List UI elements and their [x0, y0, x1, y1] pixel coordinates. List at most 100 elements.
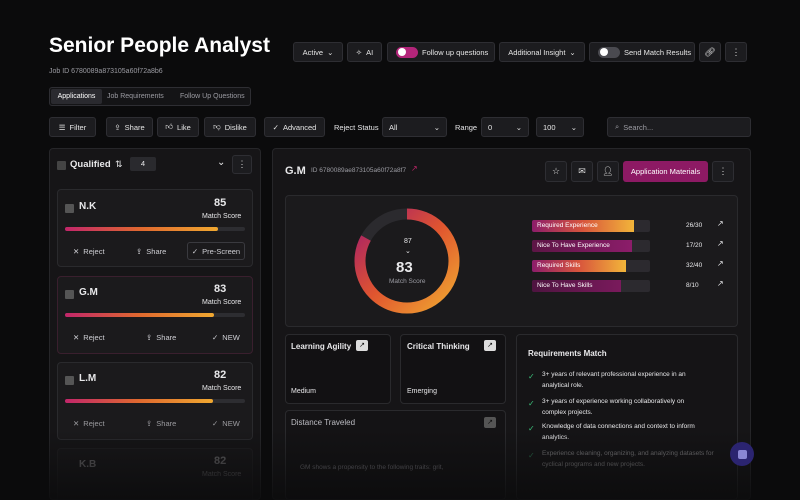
expand-icon[interactable]: ↗: [484, 340, 496, 351]
candidate-checkbox[interactable]: [65, 204, 74, 213]
thumbs-up-icon: 👍︎: [165, 122, 174, 131]
advanced-button[interactable]: ✓ Advanced: [264, 117, 325, 137]
share-button[interactable]: ⇪ Share: [146, 419, 176, 428]
chat-icon: [737, 449, 747, 459]
reject-button[interactable]: ✕ Reject: [73, 419, 105, 428]
send-match-toggle[interactable]: Send Match Results: [589, 42, 695, 62]
skill-label: Required Skills: [537, 262, 581, 269]
detail-menu-icon[interactable]: ⋮: [712, 161, 734, 182]
tab-follow-up-questions[interactable]: Follow Up Questions: [180, 93, 245, 100]
external-link-icon[interactable]: ↗: [717, 259, 724, 268]
chevron-down-icon[interactable]: ⌄: [217, 157, 226, 168]
select-all-checkbox[interactable]: [57, 161, 66, 170]
external-link-icon[interactable]: ↗: [717, 279, 724, 288]
chevron-down-icon: ⌄: [570, 122, 577, 132]
skill-label: Nice To Have Skills: [537, 282, 593, 289]
match-score-label: Match Score: [202, 385, 242, 392]
expand-icon[interactable]: ↗: [484, 417, 496, 428]
skill-bar: Required Experience: [532, 220, 650, 232]
new-label: NEW: [222, 419, 240, 428]
list-title: Qualified: [70, 159, 111, 170]
external-link-icon[interactable]: ↗: [717, 219, 724, 228]
check-circle-icon: ✓: [528, 424, 535, 433]
skill-bar: Nice To Have Skills: [532, 280, 650, 292]
new-label: NEW: [222, 333, 240, 342]
share-button[interactable]: ⇪ Share: [106, 117, 153, 137]
trait-card[interactable]: [285, 334, 391, 404]
sort-icon[interactable]: ⇅: [115, 159, 123, 169]
follow-up-toggle[interactable]: Follow up questions: [387, 42, 495, 62]
requirement-item: 3+ years of experience working collabora…: [542, 398, 685, 416]
pre-screen-button[interactable]: ✓ Pre-Screen: [187, 242, 245, 260]
trait-card[interactable]: [400, 334, 506, 404]
search-icon: ⌕: [615, 122, 620, 131]
dislike-button[interactable]: 👎︎ Dislike: [204, 117, 256, 137]
chat-widget-button[interactable]: [730, 442, 754, 466]
expand-icon[interactable]: ↗: [356, 340, 368, 351]
tab-job-requirements[interactable]: Job Requirements: [107, 93, 164, 100]
mail-icon[interactable]: ✉: [571, 161, 593, 182]
requirement-item: Experience cleaning, organizing, and ana…: [542, 450, 714, 468]
chevron-down-icon: ⌄: [327, 47, 334, 57]
follow-up-label: Follow up questions: [422, 47, 489, 57]
requirement-item: 3+ years of relevant professional experi…: [542, 371, 686, 389]
new-status-button[interactable]: ✓ NEW: [212, 419, 240, 428]
candidate-name: L.M: [79, 373, 97, 384]
list-menu-icon[interactable]: ⋮: [232, 155, 252, 174]
reject-status-label: Reject Status: [334, 123, 379, 132]
skill-bar-fill: [532, 220, 635, 232]
toggle-switch[interactable]: [598, 46, 620, 58]
reject-status-select[interactable]: All ⌄: [382, 117, 447, 137]
more-menu-icon[interactable]: ⋮: [725, 42, 747, 62]
reject-button[interactable]: ✕ Reject: [73, 333, 105, 342]
range-min-select[interactable]: 0 ⌄: [481, 117, 529, 137]
share-button[interactable]: ⇪ Share: [146, 333, 176, 342]
detail-name: G.M: [285, 165, 306, 177]
distance-title: Distance Traveled: [291, 418, 356, 427]
toggle-switch[interactable]: [396, 46, 418, 58]
filter-icon: ☰: [58, 122, 66, 132]
reject-status-value: All: [389, 122, 398, 132]
candidate-name: K.B: [79, 459, 97, 470]
share-button[interactable]: ⇪ Share: [136, 247, 166, 256]
trait-level: Emerging: [407, 388, 437, 395]
check-icon: ✓: [191, 246, 199, 256]
skill-value: 32/40: [686, 262, 703, 269]
candidate-checkbox[interactable]: [65, 290, 74, 299]
ai-label: AI: [366, 47, 374, 57]
score-bar-fill: [65, 313, 215, 317]
skill-value: 17/20: [686, 242, 703, 249]
link-icon[interactable]: 🔗︎: [699, 42, 721, 62]
check-circle-icon: ✓: [528, 451, 535, 460]
share-label: Share: [156, 419, 177, 428]
distance-text: GM shows a propensity to the following t…: [300, 464, 444, 471]
match-score-value: 82: [214, 369, 227, 381]
skill-bar-fill: [532, 240, 633, 252]
gauge-label: Match Score: [389, 278, 426, 285]
like-button[interactable]: 👍︎ Like: [157, 117, 199, 137]
external-link-icon[interactable]: ↗: [411, 164, 418, 173]
external-link-icon[interactable]: ↗: [717, 239, 724, 248]
filter-button[interactable]: ☰ Filter: [49, 117, 96, 137]
range-max-value: 100: [543, 122, 556, 132]
range-max-select[interactable]: 100 ⌄: [536, 117, 584, 137]
ai-button[interactable]: ✧ AI: [347, 42, 382, 62]
count-badge: 4: [130, 157, 156, 171]
trait-level: Medium: [291, 388, 316, 395]
tab-applications[interactable]: Applications: [51, 89, 102, 104]
user-icon[interactable]: 👤︎: [597, 161, 619, 182]
additional-insight-dropdown[interactable]: Additional Insight ⌄: [499, 42, 585, 62]
application-materials-button[interactable]: Application Materials: [623, 161, 708, 182]
search-input[interactable]: ⌕ Search...: [607, 117, 751, 137]
match-score-gauge: [354, 208, 460, 314]
reject-button[interactable]: ✕ Reject: [73, 247, 105, 256]
share-icon: ⇪: [146, 419, 153, 428]
candidate-checkbox[interactable]: [65, 376, 74, 385]
skill-value: 8/10: [686, 282, 699, 289]
status-dropdown[interactable]: Active ⌄: [293, 42, 343, 62]
score-bar: [65, 399, 245, 403]
new-status-button[interactable]: ✓ NEW: [212, 333, 240, 342]
match-score-value: 83: [214, 283, 227, 295]
star-icon[interactable]: ☆: [545, 161, 567, 182]
sparkle-icon: ✧: [355, 47, 363, 57]
